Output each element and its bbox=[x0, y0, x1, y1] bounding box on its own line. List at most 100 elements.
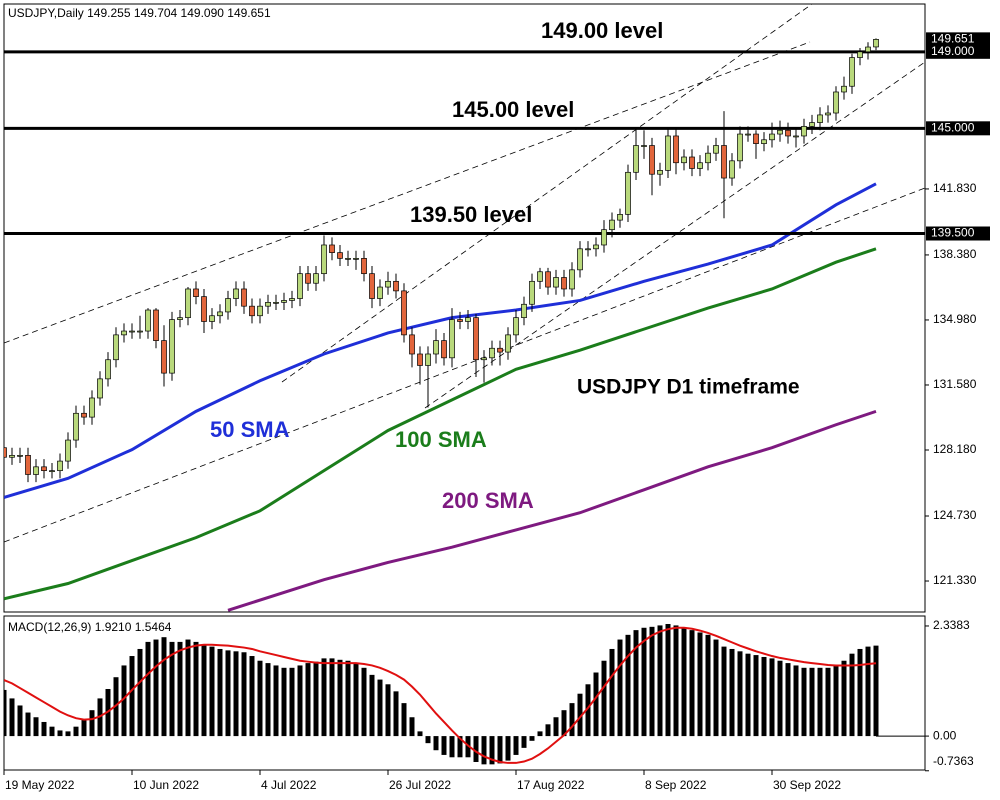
candle-body bbox=[793, 135, 799, 138]
candle-body bbox=[425, 353, 431, 366]
price-plot bbox=[4, 38, 925, 612]
candle-body bbox=[209, 315, 215, 322]
candle-body bbox=[529, 280, 535, 305]
candle-body bbox=[577, 248, 583, 271]
candle-body bbox=[625, 171, 631, 215]
y-tick-label: 131.580 bbox=[933, 377, 977, 391]
candle-body bbox=[489, 347, 495, 359]
candle-body bbox=[649, 145, 655, 175]
macd-bar bbox=[185, 639, 191, 737]
macd-bar bbox=[841, 660, 847, 737]
candle-body bbox=[4, 447, 7, 458]
macd-bar bbox=[489, 736, 495, 765]
macd-bar bbox=[121, 665, 127, 737]
x-tick-label: 19 May 2022 bbox=[5, 778, 75, 792]
sma-line bbox=[4, 247, 877, 601]
candle-body bbox=[553, 277, 559, 288]
macd-bar bbox=[825, 667, 831, 737]
candle-body bbox=[249, 305, 255, 317]
sma-label: 100 SMA bbox=[395, 427, 487, 452]
macd-bar bbox=[369, 674, 375, 737]
macd-bar bbox=[161, 637, 167, 737]
candle-body bbox=[329, 244, 335, 253]
candle-body bbox=[537, 271, 543, 282]
candle-body bbox=[777, 129, 783, 135]
macd-bar bbox=[809, 667, 815, 737]
macd-bar bbox=[473, 736, 479, 762]
y-tick-label: -0.7363 bbox=[933, 754, 974, 768]
candle-body bbox=[457, 319, 463, 322]
candle-body bbox=[385, 280, 391, 288]
candle-body bbox=[801, 126, 807, 137]
candle-body bbox=[873, 39, 879, 48]
candle-body bbox=[585, 248, 591, 251]
macd-bar bbox=[345, 660, 351, 737]
candle-body bbox=[473, 317, 479, 361]
candle-body bbox=[569, 269, 575, 290]
macd-bar bbox=[753, 655, 759, 737]
candle-body bbox=[113, 334, 119, 361]
x-tick-label: 4 Jul 2022 bbox=[261, 778, 317, 792]
candle-body bbox=[241, 288, 247, 307]
candle-body bbox=[153, 309, 159, 341]
macd-bar bbox=[321, 658, 327, 737]
candle-body bbox=[17, 455, 23, 457]
x-tick-label: 26 Jul 2022 bbox=[389, 778, 451, 792]
trend-line bbox=[4, 41, 811, 344]
macd-bar bbox=[817, 667, 823, 737]
macd-bar bbox=[713, 639, 719, 737]
y-tick-label: 124.730 bbox=[933, 508, 977, 522]
macd-bar bbox=[425, 736, 431, 744]
candle-body bbox=[257, 305, 263, 317]
candle-body bbox=[401, 290, 407, 336]
macd-bar bbox=[681, 627, 687, 737]
candle-body bbox=[273, 302, 279, 304]
candle-body bbox=[809, 122, 815, 127]
macd-bar bbox=[801, 667, 807, 737]
macd-bar bbox=[457, 736, 463, 758]
macd-bar bbox=[73, 726, 79, 737]
candle-body bbox=[73, 412, 79, 441]
macd-bar bbox=[41, 721, 47, 737]
price-box bbox=[926, 32, 990, 47]
macd-bar bbox=[305, 663, 311, 737]
macd-bar bbox=[561, 710, 567, 737]
candle-body bbox=[161, 340, 167, 374]
candle-body bbox=[609, 219, 615, 231]
macd-bar bbox=[729, 648, 735, 737]
macd-bar bbox=[625, 634, 631, 737]
macd-bar bbox=[785, 663, 791, 737]
candle-body bbox=[513, 317, 519, 336]
macd-bar bbox=[873, 645, 879, 737]
macd-bar bbox=[281, 667, 287, 737]
macd-bar bbox=[385, 684, 391, 737]
candle-body bbox=[761, 139, 767, 144]
macd-bar bbox=[225, 650, 231, 737]
candle-body bbox=[409, 334, 415, 355]
y-tick-label: 128.180 bbox=[933, 442, 977, 456]
macd-bar bbox=[81, 719, 87, 737]
candle-body bbox=[353, 258, 359, 260]
candle-body bbox=[201, 296, 207, 322]
macd-bar bbox=[865, 646, 871, 737]
candle-body bbox=[697, 162, 703, 169]
candle-body bbox=[49, 470, 55, 473]
price-label: 149.651 bbox=[931, 32, 975, 46]
macd-bar bbox=[401, 703, 407, 737]
macd-bar bbox=[569, 703, 575, 737]
candle-body bbox=[825, 112, 831, 116]
candle-body bbox=[81, 412, 87, 418]
macd-plot bbox=[4, 624, 925, 765]
macd-bar bbox=[313, 661, 319, 737]
candle-body bbox=[593, 244, 599, 250]
trend-line bbox=[281, 4, 813, 383]
macd-bar bbox=[545, 724, 551, 737]
candle-body bbox=[121, 330, 127, 336]
candle-body bbox=[857, 51, 863, 58]
macd-bar bbox=[193, 641, 199, 737]
candle-body bbox=[225, 298, 231, 313]
candle-body bbox=[505, 334, 511, 353]
candle-body bbox=[729, 160, 735, 179]
candle-body bbox=[657, 170, 663, 175]
macd-bar bbox=[705, 634, 711, 737]
